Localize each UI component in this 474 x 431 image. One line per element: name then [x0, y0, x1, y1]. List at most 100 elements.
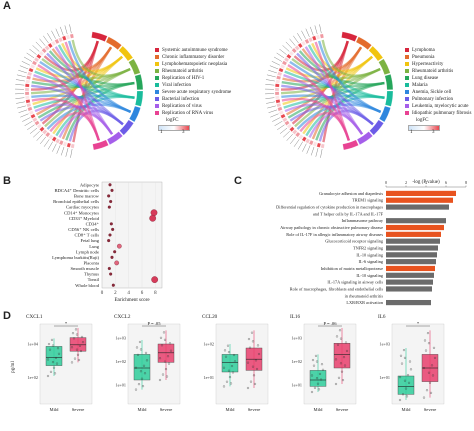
enrichment-dot — [110, 222, 113, 225]
pathway-segment — [93, 140, 109, 150]
gene-segment — [276, 99, 281, 103]
legend-item: Rheumatoid arthritis — [155, 69, 203, 75]
row-label: Bone marrow — [74, 194, 100, 199]
y-tick-label: 1e+02 — [27, 375, 38, 380]
legend-item: Lung disease — [405, 76, 438, 82]
gene-label-mark — [20, 114, 28, 117]
gene-label-mark — [25, 121, 33, 126]
legend-item: Chronic inflammatory disorder — [155, 55, 224, 61]
pathway-segment — [379, 59, 391, 75]
legend-swatch — [155, 83, 159, 87]
gene-segment — [25, 84, 29, 88]
boxplot-title: CCL20 — [202, 314, 218, 320]
group-label: Severe — [248, 407, 261, 412]
pathway-bar — [386, 191, 456, 196]
gene-label-mark — [20, 66, 28, 69]
gene-label-mark — [16, 102, 25, 104]
legend-label: Hyperreactivity — [412, 62, 443, 67]
gene-label-mark — [43, 36, 48, 43]
chord-right-scale-title: logFC — [416, 118, 429, 123]
legend-item: Malaria — [405, 83, 428, 89]
gene-label-mark — [51, 31, 55, 39]
gene-label-mark — [17, 75, 26, 77]
pathway-label: Differential regulation of cytokine prod… — [276, 205, 383, 210]
row-label: Tonsil — [88, 277, 100, 282]
boxplot-box — [134, 354, 150, 380]
gene-label-mark — [283, 45, 290, 51]
legend-label: Malaria — [412, 83, 428, 88]
gene-segment — [317, 143, 321, 148]
gene-label-mark — [293, 36, 298, 43]
y-tick-label: 1e+01 — [203, 375, 214, 380]
x-tick-label: 4 — [127, 291, 130, 296]
gene-segment — [26, 80, 30, 84]
gene-label-mark — [56, 29, 60, 37]
x-tick-label: 6 — [141, 291, 144, 296]
row-label: CD33⁺ Myeloid — [69, 216, 100, 221]
chord-diagram-left: Systemic autoimmune syndrome Chronic infl… — [8, 6, 233, 171]
enrichment-dot — [109, 200, 112, 203]
legend-swatch — [155, 104, 159, 108]
group-label: Mild — [402, 407, 412, 412]
gene-segment — [276, 103, 281, 107]
gene-label-mark — [270, 66, 278, 69]
legend-item: Rheumatoid arthritis — [405, 69, 453, 75]
gene-label-mark — [267, 75, 276, 77]
pathway-segment — [385, 74, 393, 90]
pathway-segment — [135, 91, 143, 106]
pathway-label: Role of IL-17F in allergic inflammatory … — [286, 232, 383, 237]
gene-label-mark — [297, 33, 302, 41]
row-label: CD56⁺ NK cells — [68, 227, 99, 232]
gene-label-mark — [289, 39, 295, 46]
pathway-segment — [107, 132, 123, 145]
gene-segment — [66, 35, 70, 40]
gene-label-mark — [37, 134, 43, 141]
row-label: Smooth muscle — [71, 266, 99, 271]
chord-right-scale-min: 1 — [410, 130, 413, 135]
enrichment-dot — [117, 244, 121, 248]
gene-label-mark — [33, 45, 40, 51]
y-tick-label: 1e+04 — [27, 342, 38, 347]
legend-label: Rheumatoid arthritis — [412, 69, 453, 74]
enrichment-dot — [109, 234, 112, 237]
pathway-label: and T helper cells by IL-17A and IL-17F — [313, 211, 384, 216]
y-axis-title: pg/ml — [11, 361, 16, 373]
gene-segment — [279, 68, 284, 72]
legend-item: Pulmonary infection — [405, 97, 453, 103]
gene-segment — [279, 110, 284, 114]
legend-swatch — [405, 97, 409, 101]
pathway-label: TREM1 signaling — [352, 198, 384, 203]
legend-swatch — [155, 76, 159, 80]
legend-item: Replication of RNA virus — [155, 111, 213, 117]
row-label: Lymph node — [76, 249, 99, 254]
gene-label-mark — [286, 42, 292, 48]
gene-segment — [313, 142, 317, 147]
legend-label: Systemic autoimmune syndrome — [162, 48, 228, 53]
pathway-segment — [129, 59, 141, 75]
pathway-bar — [386, 198, 453, 203]
pathway-bar — [386, 232, 441, 237]
gene-label-mark — [302, 144, 306, 152]
gene-label-mark — [15, 98, 24, 99]
gene-label-mark — [266, 80, 275, 82]
enrichment-dot — [112, 284, 115, 287]
pathway-segment — [91, 32, 107, 42]
enrichment-dot — [109, 183, 112, 186]
gene-segment — [67, 143, 71, 148]
gene-label-mark — [277, 53, 284, 58]
legend-item: Viral infection — [155, 83, 191, 89]
legend-label: Chronic inflammatory disorder — [162, 55, 224, 60]
boxplot-title: CXCL2 — [114, 314, 131, 320]
group-label: Severe — [160, 407, 173, 412]
enrichment-dot — [108, 267, 111, 270]
legend-swatch — [155, 55, 159, 59]
group-label: Mild — [226, 407, 236, 412]
gene-label-mark — [272, 118, 280, 122]
legend-item: Severe acute respiratory syndrome — [155, 90, 231, 96]
enrichment-dot — [108, 206, 111, 209]
gene-segment — [316, 35, 320, 40]
gene-label-mark — [310, 27, 313, 35]
gene-label-mark — [267, 106, 276, 108]
